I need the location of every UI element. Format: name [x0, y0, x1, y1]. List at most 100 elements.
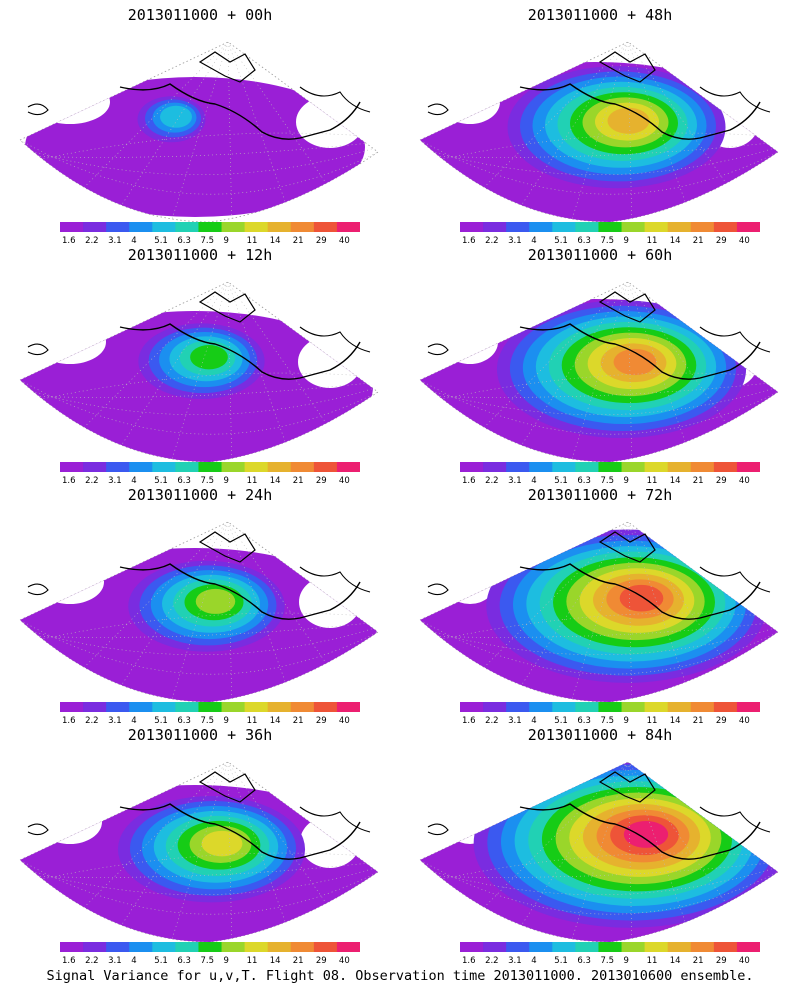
colorbar-label: 11: [247, 236, 258, 246]
colorbar-swatch: [244, 222, 269, 232]
colorbar-swatch: [667, 702, 692, 712]
forecast-panel: 2013011000 + 84h 1.6 2.2 3.1 4 5.1 6.3 7.5 9 11 14…: [400, 720, 800, 966]
colorbar-swatch: [221, 222, 246, 232]
colorbar-swatch: [460, 462, 484, 472]
colorbar-swatch: [690, 942, 715, 952]
colorbar-label: 29: [716, 956, 727, 966]
colorbar-label: 1.6: [462, 956, 476, 966]
colorbar-label: 9: [624, 716, 629, 726]
colorbar-label: 5.1: [154, 236, 168, 246]
colorbar-label: 14: [270, 716, 281, 726]
colorbar-swatch: [221, 702, 246, 712]
colorbar-swatch: [529, 462, 553, 472]
colorbar-label: 9: [224, 236, 229, 246]
colorbar-label: 29: [316, 236, 327, 246]
colorbar-swatch: [552, 942, 576, 952]
colorbar-label: 3.1: [508, 956, 522, 966]
colorbar-label: 21: [293, 956, 304, 966]
colorbar-swatch: [290, 462, 315, 472]
colorbar-label: 40: [739, 476, 750, 486]
colorbar-label: 40: [339, 716, 350, 726]
colorbar-label: 14: [270, 236, 281, 246]
colorbar: 1.6 2.2 3.1 4 5.1 6.3 7.5 9 11 14 21 29 40: [60, 462, 360, 486]
colorbar-swatch: [552, 222, 576, 232]
colorbar-swatch: [129, 462, 153, 472]
colorbar-swatch: [175, 222, 199, 232]
colorbar-swatch: [106, 702, 130, 712]
colorbar-swatch: [244, 462, 269, 472]
forecast-panel: 2013011000 + 72h 1.6 2.2 3.1 4 5.1 6.3 7.5 9 11 14…: [400, 480, 800, 726]
colorbar-swatch: [244, 942, 269, 952]
colorbar-label: 11: [647, 236, 658, 246]
colorbar: 1.6 2.2 3.1 4 5.1 6.3 7.5 9 11 14 21 29 40: [460, 942, 760, 966]
colorbar-swatch: [198, 462, 223, 472]
colorbar-swatch: [313, 222, 338, 232]
colorbar-swatch: [575, 702, 599, 712]
colorbar-swatch: [152, 702, 176, 712]
colorbar-label: 7.5: [600, 476, 614, 486]
colorbar-swatch: [221, 942, 246, 952]
colorbar-swatch: [713, 462, 738, 472]
figure-caption: Signal Variance for u,v,T. Flight 08. Ob…: [46, 968, 754, 984]
colorbar-swatch: [598, 222, 623, 232]
colorbar-swatch: [621, 942, 646, 952]
colorbar-swatch: [644, 942, 669, 952]
colorbar: 1.6 2.2 3.1 4 5.1 6.3 7.5 9 11 14 21 29 40: [60, 222, 360, 246]
colorbar-label: 40: [339, 236, 350, 246]
variance-map: [419, 41, 779, 222]
colorbar-swatch: [175, 942, 199, 952]
colorbar-swatch: [198, 222, 223, 232]
colorbar-swatch: [460, 222, 484, 232]
colorbar-label: 14: [270, 476, 281, 486]
colorbar-swatch: [175, 462, 199, 472]
colorbar-swatch: [736, 942, 760, 952]
colorbar-label: 4: [531, 956, 536, 966]
colorbar-label: 6.3: [577, 956, 591, 966]
colorbar-label: 7.5: [200, 236, 214, 246]
panel-title: 2013011000 + 60h: [527, 246, 673, 264]
colorbar-label: 40: [739, 956, 750, 966]
colorbar-label: 29: [716, 716, 727, 726]
colorbar-label: 29: [316, 956, 327, 966]
colorbar-label: 14: [270, 956, 281, 966]
colorbar-swatch: [267, 222, 292, 232]
colorbar-swatch: [83, 702, 107, 712]
colorbar-swatch: [106, 222, 130, 232]
colorbar-swatch: [336, 462, 360, 472]
colorbar-label: 3.1: [108, 236, 122, 246]
colorbar-label: 4: [131, 716, 136, 726]
colorbar-swatch: [644, 222, 669, 232]
colorbar: 1.6 2.2 3.1 4 5.1 6.3 7.5 9 11 14 21 29 40: [460, 702, 760, 726]
colorbar-swatch: [483, 942, 507, 952]
forecast-panel: 2013011000 + 00h 1.6 2.2 3.1 4 5.1 6.3 7.5 9 11 14…: [0, 0, 400, 246]
colorbar-label: 21: [693, 716, 704, 726]
colorbar-label: 40: [339, 956, 350, 966]
forecast-panel: 2013011000 + 12h 1.6 2.2 3.1 4 5.1 6.3 7.5 9 11 14…: [0, 240, 400, 486]
colorbar-label: 40: [739, 236, 750, 246]
colorbar-label: 7.5: [200, 716, 214, 726]
colorbar-swatch: [667, 462, 692, 472]
colorbar-swatch: [198, 702, 223, 712]
colorbar-swatch: [736, 702, 760, 712]
colorbar-swatch: [198, 942, 223, 952]
colorbar-swatch: [506, 702, 530, 712]
colorbar-label: 40: [339, 476, 350, 486]
panel-title: 2013011000 + 12h: [127, 246, 273, 264]
colorbar-swatch: [483, 222, 507, 232]
colorbar-swatch: [506, 942, 530, 952]
colorbar-label: 7.5: [200, 476, 214, 486]
colorbar-swatch: [506, 222, 530, 232]
colorbar-label: 21: [693, 236, 704, 246]
colorbar-label: 6.3: [177, 476, 191, 486]
colorbar-swatch: [152, 462, 176, 472]
variance-map: [419, 761, 779, 942]
colorbar-swatch: [313, 702, 338, 712]
colorbar-label: 2.2: [485, 716, 499, 726]
colorbar-label: 21: [693, 956, 704, 966]
colorbar-label: 1.6: [62, 476, 76, 486]
forecast-panel: 2013011000 + 60h 1.6 2.2 3.1 4 5.1 6.3 7.5 9 11 14…: [400, 240, 800, 486]
colorbar-label: 7.5: [600, 956, 614, 966]
colorbar: 1.6 2.2 3.1 4 5.1 6.3 7.5 9 11 14 21 29 40: [60, 702, 360, 726]
colorbar-label: 4: [531, 716, 536, 726]
colorbar-label: 4: [531, 476, 536, 486]
